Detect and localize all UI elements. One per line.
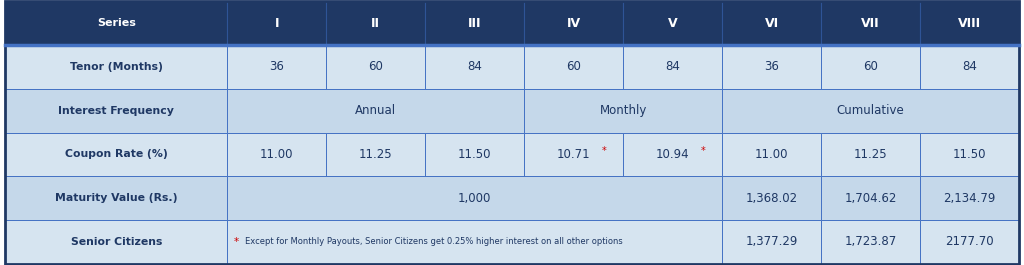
Text: 60: 60 [863, 60, 878, 73]
Bar [227, 176, 722, 220]
Bar [722, 45, 821, 89]
Bar [722, 132, 821, 176]
Text: 1,723.87: 1,723.87 [845, 235, 897, 248]
Bar [920, 220, 1019, 264]
Text: 84: 84 [467, 60, 482, 73]
Text: *: * [601, 146, 606, 156]
Bar [722, 176, 821, 220]
Bar [327, 45, 425, 89]
Text: Cumulative: Cumulative [837, 104, 904, 117]
Bar [5, 1, 227, 45]
Bar [722, 89, 1019, 132]
Bar [821, 176, 920, 220]
Bar [722, 220, 821, 264]
Bar [524, 45, 624, 89]
Bar [5, 176, 227, 220]
Bar [821, 220, 920, 264]
Bar [227, 45, 327, 89]
Text: VI: VI [765, 17, 778, 30]
Bar [5, 132, 227, 176]
Text: Coupon Rate (%): Coupon Rate (%) [65, 149, 168, 159]
Text: II: II [372, 17, 380, 30]
Bar [5, 45, 227, 89]
Text: IV: IV [566, 17, 581, 30]
Bar [227, 1, 327, 45]
Bar [920, 1, 1019, 45]
Text: Maturity Value (Rs.): Maturity Value (Rs.) [55, 193, 177, 203]
Bar [227, 132, 327, 176]
Text: I: I [274, 17, 280, 30]
Text: 11.25: 11.25 [359, 148, 392, 161]
Text: *: * [700, 146, 706, 156]
Text: 11.00: 11.00 [260, 148, 294, 161]
Bar [425, 132, 524, 176]
Text: 1,377.29: 1,377.29 [745, 235, 798, 248]
Text: 2177.70: 2177.70 [945, 235, 993, 248]
Text: 60: 60 [369, 60, 383, 73]
Text: 1,000: 1,000 [458, 192, 492, 205]
Bar [821, 1, 920, 45]
Bar [425, 1, 524, 45]
Text: 84: 84 [666, 60, 680, 73]
Bar [524, 89, 722, 132]
Text: 10.71: 10.71 [557, 148, 591, 161]
Text: Interest Frequency: Interest Frequency [58, 106, 174, 116]
Text: 11.50: 11.50 [952, 148, 986, 161]
Text: Series: Series [97, 18, 136, 28]
Text: Tenor (Months): Tenor (Months) [70, 62, 163, 72]
Bar [227, 220, 722, 264]
Text: Annual: Annual [355, 104, 396, 117]
Bar [327, 1, 425, 45]
Text: 1,704.62: 1,704.62 [845, 192, 897, 205]
Text: 10.94: 10.94 [655, 148, 689, 161]
Text: 60: 60 [566, 60, 582, 73]
Bar [5, 220, 227, 264]
Text: 11.25: 11.25 [854, 148, 888, 161]
Bar [425, 45, 524, 89]
Bar [821, 132, 920, 176]
Text: VII: VII [861, 17, 880, 30]
Text: VIII: VIII [957, 17, 981, 30]
Bar [920, 176, 1019, 220]
Text: III: III [468, 17, 481, 30]
Bar [821, 45, 920, 89]
Bar [524, 132, 624, 176]
Bar [920, 132, 1019, 176]
Text: Except for Monthly Payouts, Senior Citizens get 0.25% higher interest on all oth: Except for Monthly Payouts, Senior Citiz… [245, 237, 623, 246]
Bar [5, 89, 227, 132]
Bar [722, 1, 821, 45]
Bar [624, 1, 722, 45]
Text: Monthly: Monthly [599, 104, 647, 117]
Bar [624, 132, 722, 176]
Bar [920, 45, 1019, 89]
Text: 11.50: 11.50 [458, 148, 492, 161]
Bar [624, 45, 722, 89]
Bar [524, 1, 624, 45]
Text: V: V [668, 17, 678, 30]
Text: 36: 36 [269, 60, 285, 73]
Bar [327, 132, 425, 176]
Text: 84: 84 [962, 60, 977, 73]
Text: 2,134.79: 2,134.79 [943, 192, 995, 205]
Text: 11.00: 11.00 [755, 148, 788, 161]
Text: 36: 36 [764, 60, 779, 73]
Text: 1,368.02: 1,368.02 [745, 192, 798, 205]
Bar [227, 89, 524, 132]
Text: Senior Citizens: Senior Citizens [71, 237, 162, 247]
Text: *: * [233, 237, 239, 247]
